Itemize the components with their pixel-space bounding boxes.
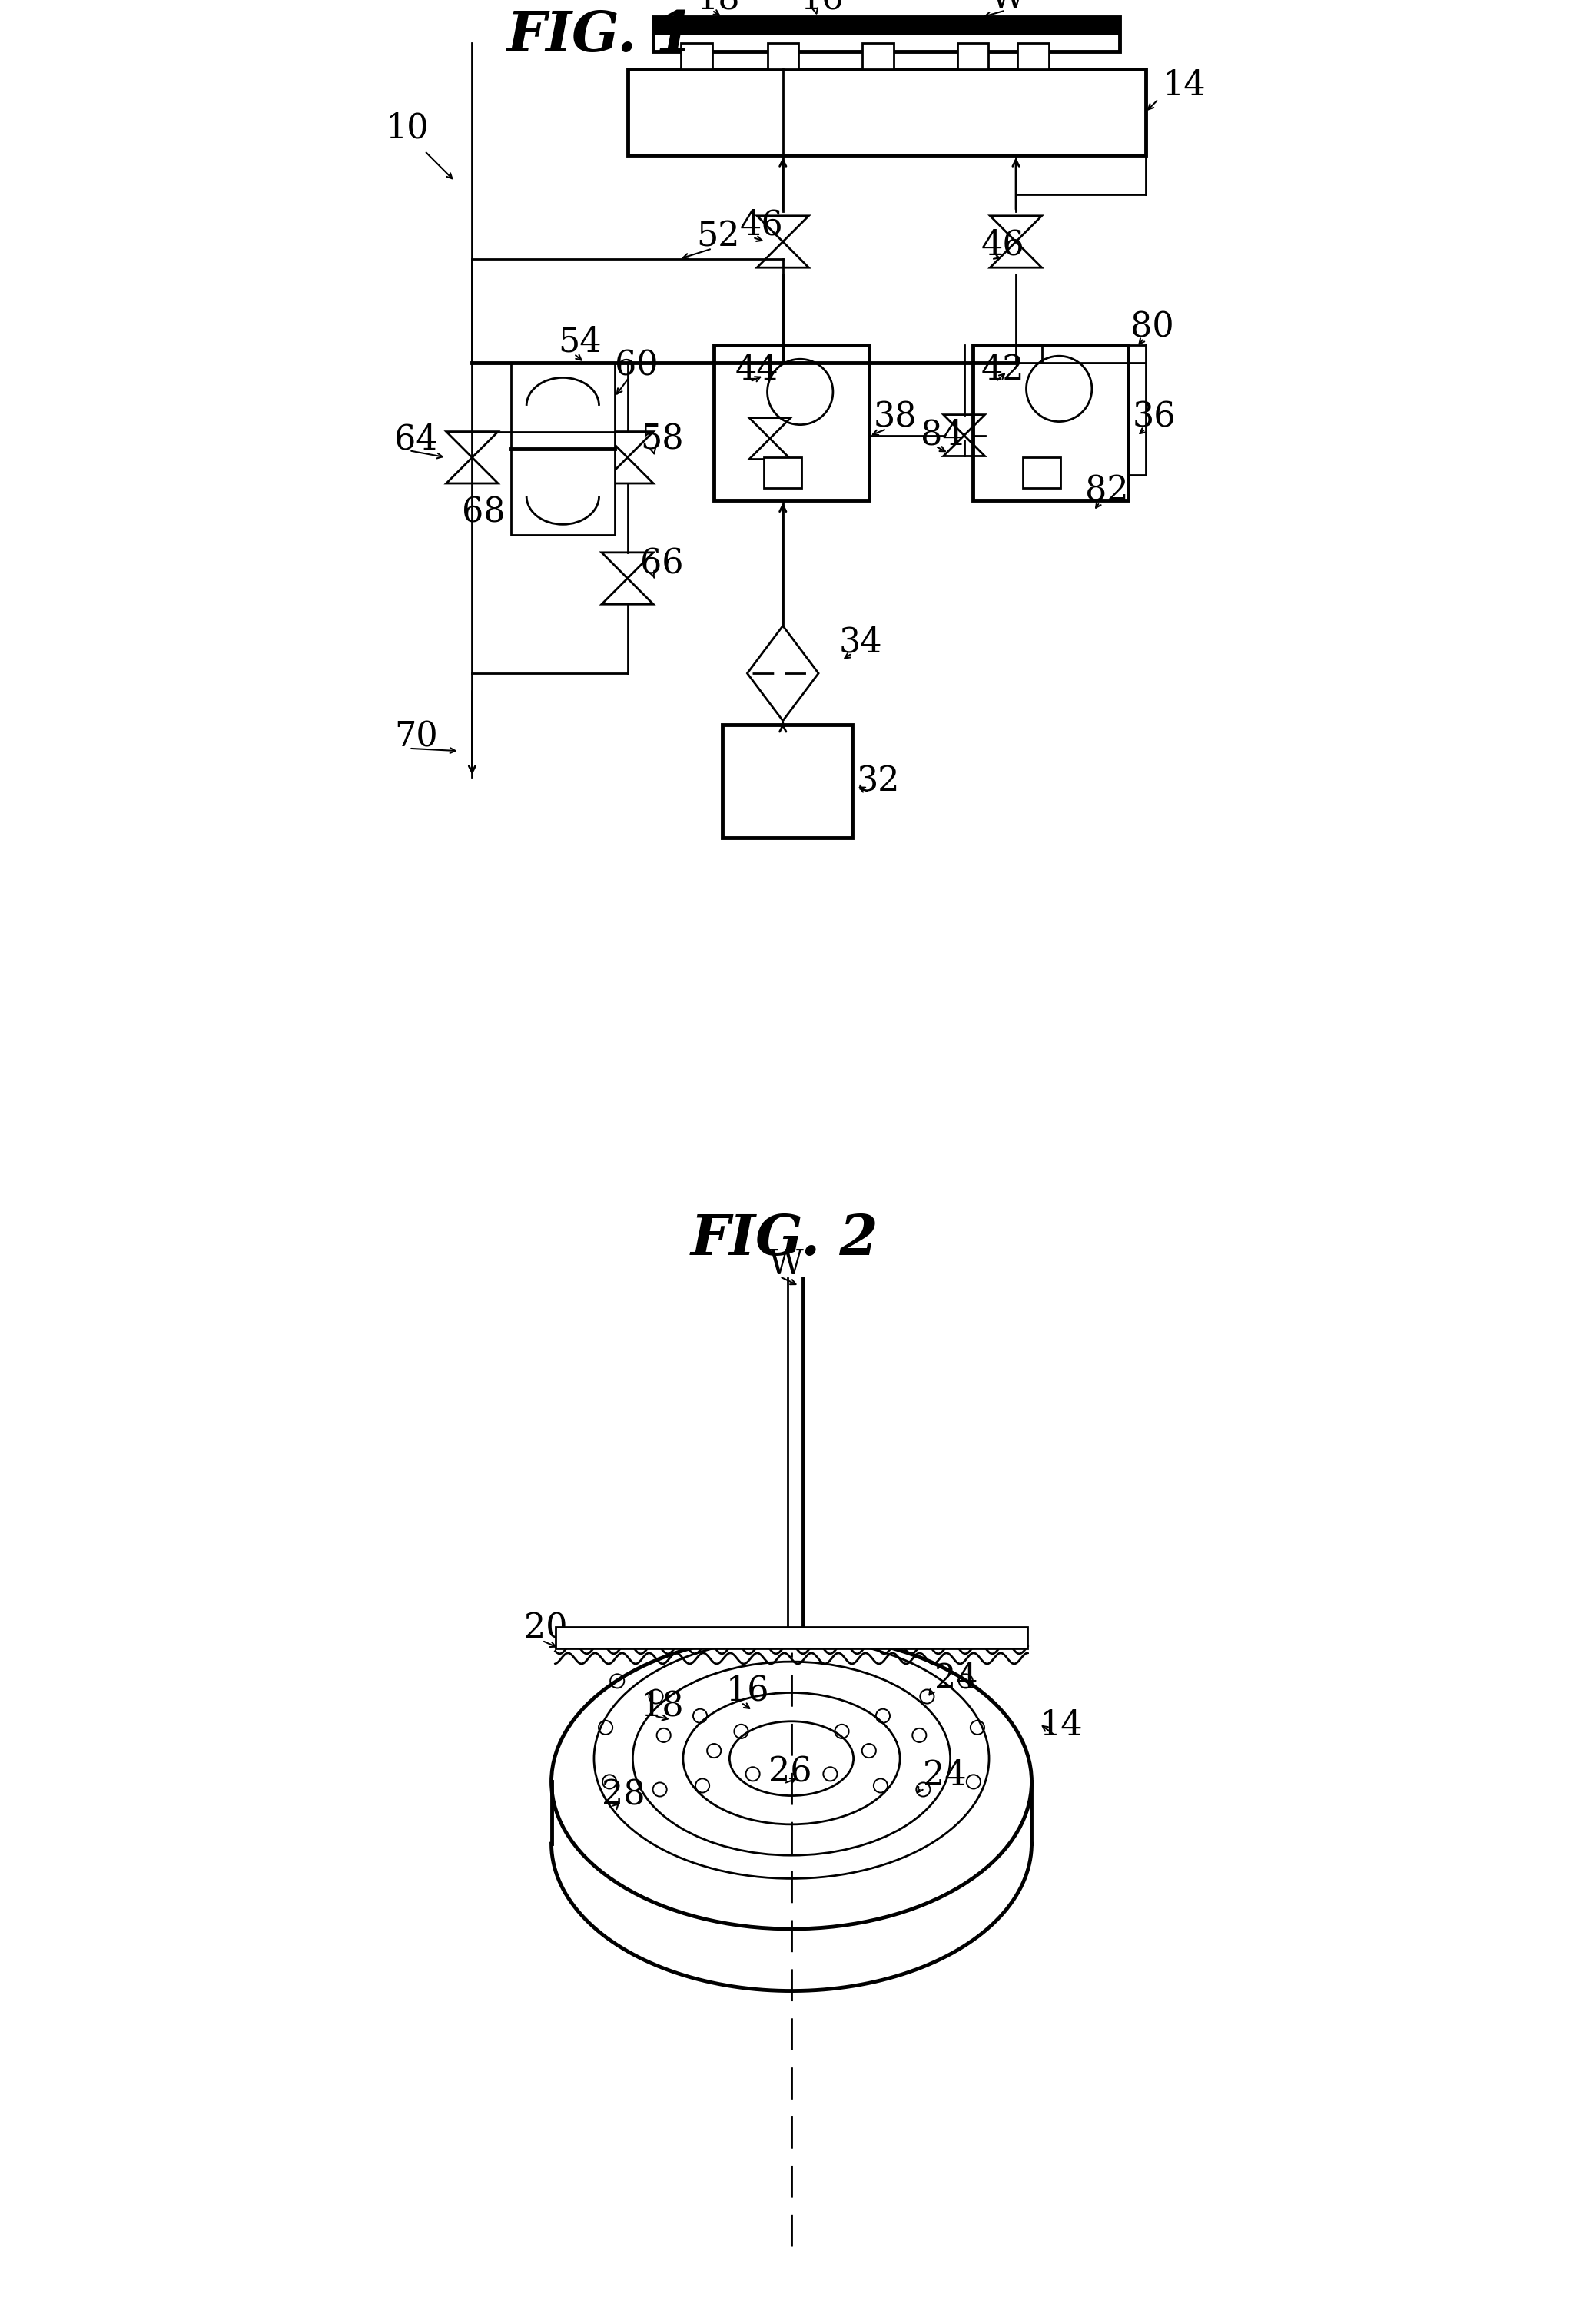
Bar [511,363,614,449]
Bar [722,725,852,837]
Bar [1018,44,1048,70]
Text: 52: 52 [697,221,739,253]
Text: W: W [989,0,1026,16]
Bar [1023,458,1061,488]
Text: 46: 46 [981,228,1024,263]
Text: 34: 34 [839,625,882,658]
Text: 64: 64 [394,423,438,456]
Text: 20: 20 [524,1613,568,1645]
Text: 68: 68 [462,495,505,530]
Bar [654,16,1119,35]
Text: 18: 18 [641,1690,684,1722]
Text: 54: 54 [559,325,602,358]
Text: 84: 84 [921,418,964,451]
Text: 80: 80 [1130,311,1175,344]
Text: FIG. 1: FIG. 1 [507,9,695,63]
Text: 14: 14 [1040,1708,1083,1743]
Text: FIG. 2: FIG. 2 [690,1211,879,1267]
Text: 16: 16 [725,1673,769,1708]
Bar [958,44,988,70]
Bar [863,44,893,70]
Text: 82: 82 [1084,474,1129,507]
Text: 58: 58 [641,423,684,456]
Text: 16: 16 [799,0,844,16]
Text: 24: 24 [923,1759,967,1792]
Text: 38: 38 [874,402,917,435]
Bar [768,44,798,70]
Bar [627,70,1146,156]
Text: 42: 42 [981,353,1024,386]
Bar [654,16,1119,51]
Text: 18: 18 [697,0,741,16]
Text: 24: 24 [936,1662,978,1697]
Bar [765,458,803,488]
Text: 32: 32 [856,765,899,799]
Text: 36: 36 [1132,402,1176,435]
Bar [511,449,614,535]
Text: 10: 10 [386,112,429,144]
Bar [681,44,712,70]
Bar [714,346,869,500]
Text: 66: 66 [641,548,684,581]
Text: 14: 14 [1162,70,1206,102]
Text: 44: 44 [736,353,779,386]
Bar [974,346,1129,500]
Text: 46: 46 [739,209,784,242]
Bar [556,1627,1027,1648]
Text: 60: 60 [614,349,659,383]
Text: 26: 26 [768,1755,812,1789]
Text: 28: 28 [602,1778,646,1813]
Text: 70: 70 [394,720,438,753]
Text: W: W [768,1248,804,1281]
